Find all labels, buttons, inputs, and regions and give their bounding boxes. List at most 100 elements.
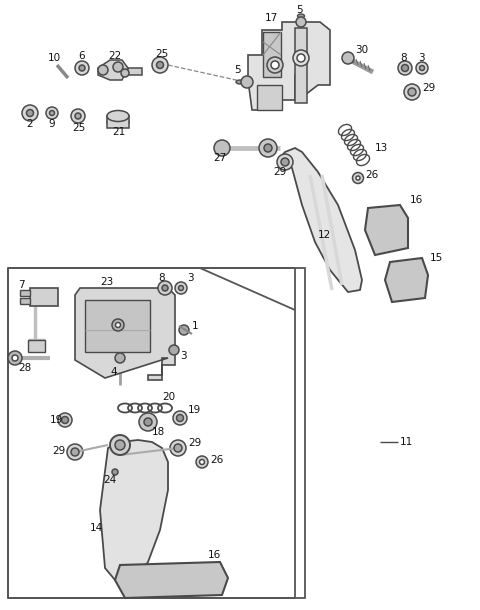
Circle shape (144, 418, 152, 426)
Bar (30, 288, 58, 306)
Circle shape (271, 61, 279, 69)
Circle shape (173, 411, 187, 425)
Bar (295, 28, 307, 103)
Text: 28: 28 (18, 363, 31, 373)
Circle shape (241, 76, 253, 88)
Circle shape (169, 345, 179, 355)
Circle shape (75, 61, 89, 75)
Text: 3: 3 (187, 273, 193, 283)
Bar (257, 85, 282, 110)
Circle shape (162, 285, 168, 291)
Circle shape (115, 440, 125, 450)
Circle shape (112, 319, 124, 331)
Bar (263, 32, 281, 77)
Circle shape (152, 57, 168, 73)
Text: 17: 17 (265, 13, 278, 23)
Text: 14: 14 (90, 523, 103, 533)
Polygon shape (248, 22, 330, 110)
Circle shape (139, 413, 157, 431)
Circle shape (352, 173, 363, 184)
Circle shape (356, 176, 360, 180)
Text: 2: 2 (26, 119, 33, 129)
Circle shape (116, 323, 120, 328)
Polygon shape (115, 562, 228, 598)
Text: 25: 25 (72, 123, 85, 133)
Circle shape (110, 435, 130, 455)
Circle shape (112, 469, 118, 475)
Circle shape (416, 62, 428, 74)
Circle shape (401, 65, 408, 71)
Circle shape (108, 465, 122, 479)
Circle shape (177, 415, 183, 422)
Circle shape (179, 285, 183, 290)
Text: 3: 3 (418, 53, 425, 63)
Bar (128, 68, 142, 75)
Bar (20, 298, 30, 304)
Bar (20, 290, 30, 296)
Text: 8: 8 (400, 53, 407, 63)
Circle shape (200, 459, 204, 464)
Text: 16: 16 (410, 195, 423, 205)
Circle shape (58, 413, 72, 427)
Text: 5: 5 (296, 5, 302, 15)
Circle shape (342, 52, 354, 64)
Circle shape (12, 355, 18, 361)
Circle shape (408, 88, 416, 96)
Circle shape (264, 144, 272, 152)
Text: 1: 1 (192, 321, 199, 331)
Polygon shape (98, 60, 128, 80)
Text: 22: 22 (108, 51, 121, 61)
Text: 8: 8 (158, 273, 165, 283)
Circle shape (175, 282, 187, 294)
Circle shape (174, 444, 182, 452)
Circle shape (170, 440, 186, 456)
Text: 12: 12 (318, 230, 331, 240)
Text: 25: 25 (155, 49, 168, 59)
Bar (107, 116, 129, 128)
Text: 10: 10 (48, 53, 61, 63)
Text: 3: 3 (180, 351, 187, 361)
Circle shape (26, 110, 34, 117)
Text: 29: 29 (52, 446, 65, 456)
Circle shape (46, 107, 58, 119)
Text: 21: 21 (112, 127, 125, 137)
Circle shape (115, 353, 125, 363)
Text: 19: 19 (188, 405, 201, 415)
Text: 27: 27 (213, 153, 226, 163)
Circle shape (398, 61, 412, 75)
Text: 24: 24 (103, 475, 116, 485)
Ellipse shape (107, 110, 129, 121)
Ellipse shape (236, 80, 244, 84)
Circle shape (158, 281, 172, 295)
Polygon shape (100, 440, 168, 582)
Text: 11: 11 (400, 437, 413, 447)
Text: 15: 15 (430, 253, 443, 263)
Text: 18: 18 (152, 427, 165, 437)
Text: 26: 26 (365, 170, 378, 180)
Text: 19: 19 (50, 415, 63, 425)
Polygon shape (280, 148, 362, 292)
Circle shape (79, 65, 85, 71)
Bar (28, 340, 45, 352)
Text: 13: 13 (375, 143, 388, 153)
Ellipse shape (107, 117, 129, 127)
Polygon shape (365, 205, 408, 255)
Polygon shape (385, 258, 428, 302)
Text: 29: 29 (188, 438, 201, 448)
Circle shape (121, 69, 129, 77)
Circle shape (420, 65, 424, 71)
Circle shape (404, 84, 420, 100)
Text: 9: 9 (48, 119, 55, 129)
Circle shape (293, 50, 309, 66)
Circle shape (8, 351, 22, 365)
Polygon shape (8, 268, 305, 598)
Circle shape (71, 109, 85, 123)
Text: 29: 29 (422, 83, 435, 93)
Circle shape (71, 448, 79, 456)
Ellipse shape (298, 14, 304, 18)
Circle shape (277, 154, 293, 170)
Circle shape (67, 444, 83, 460)
Text: 20: 20 (162, 392, 175, 402)
Circle shape (113, 62, 123, 72)
Circle shape (296, 17, 306, 27)
